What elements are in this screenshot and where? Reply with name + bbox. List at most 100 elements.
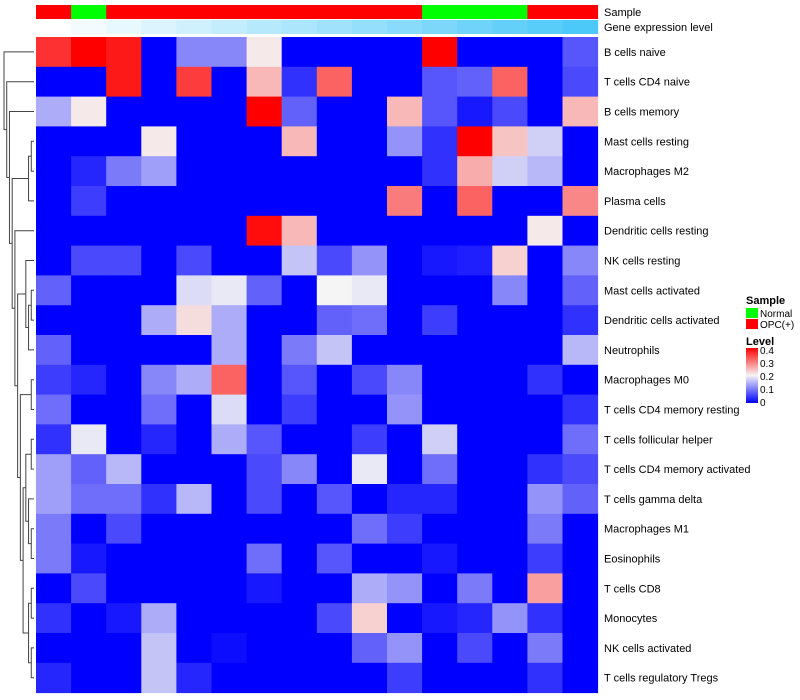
row-label: Macrophages M1 (604, 524, 689, 536)
heatmap-cell (492, 215, 528, 247)
heatmap-cell (106, 37, 142, 68)
gene-annotation-cell (141, 20, 177, 34)
heatmap-cell (246, 603, 283, 634)
heatmap-cell (36, 662, 72, 694)
heatmap-cell (387, 424, 423, 455)
heatmap-cell (422, 543, 458, 574)
legend-item-normal: Normal (760, 309, 792, 320)
row-label: T cells follicular helper (604, 434, 713, 446)
heatmap-cell (106, 424, 142, 455)
heatmap-cell (316, 37, 353, 68)
row-label: Plasma cells (604, 196, 666, 208)
heatmap-cell (246, 96, 283, 127)
heatmap-cell (387, 662, 423, 694)
heatmap-cell (492, 245, 528, 276)
heatmap-cell (351, 37, 388, 68)
heatmap-cell (387, 186, 423, 217)
dendrogram-branch (28, 602, 32, 664)
dendrogram-branch (30, 647, 34, 679)
heatmap-cell (141, 186, 177, 217)
row-label: Macrophages M0 (604, 375, 689, 387)
heatmap-cell (106, 335, 142, 366)
heatmap-cell (246, 275, 283, 306)
dendrogram-branch (28, 498, 34, 545)
sample-annotation-cell (176, 5, 212, 19)
legend: Sample Normal OPC(+) Level 0.4 0.3 0.2 0.1 0 (746, 295, 794, 409)
heatmap-cell (106, 484, 142, 515)
sample-annotation-cell (351, 5, 388, 19)
heatmap-cell (176, 305, 212, 336)
heatmap-cell (351, 215, 388, 247)
heatmap-cell (281, 245, 318, 276)
heatmap-cell (562, 543, 599, 574)
sample-annotation-cell (316, 5, 353, 19)
heatmap-cell (316, 662, 353, 694)
heatmap-cell (141, 335, 177, 366)
heatmap-cell (316, 186, 353, 217)
heatmap-cell (211, 662, 248, 694)
heatmap-cell (527, 245, 563, 276)
heatmap-cell (71, 66, 107, 98)
dendrogram-branch (30, 379, 34, 410)
heatmap-cell (387, 543, 423, 574)
heatmap-cell (422, 603, 458, 634)
heatmap-cell (351, 156, 388, 187)
heatmap-cell (316, 245, 353, 276)
heatmap-cell (106, 662, 142, 694)
heatmap-cell (422, 633, 458, 664)
heatmap-cell (351, 66, 388, 98)
heatmap-cell (211, 603, 248, 634)
heatmap-cell (106, 454, 142, 485)
dendrogram-branch (6, 81, 34, 178)
heatmap-cell (281, 543, 318, 574)
heatmap-cell (422, 424, 458, 455)
heatmap-cell (176, 454, 212, 485)
heatmap-cell (457, 573, 493, 604)
row-label: NK cells resting (604, 256, 680, 268)
heatmap-cell (457, 454, 493, 485)
heatmap-cell (246, 394, 283, 425)
heatmap-cell (36, 424, 72, 455)
heatmap-cell (141, 484, 177, 515)
sample-annotation-cell (457, 5, 493, 19)
heatmap-cell (527, 662, 563, 694)
heatmap-cell (351, 543, 388, 574)
heatmap-cell (71, 603, 107, 634)
heatmap-cell (422, 245, 458, 276)
heatmap-cell (316, 126, 353, 157)
heatmap-cells (36, 37, 599, 694)
heatmap-cell (316, 394, 353, 425)
heatmap-cell (36, 484, 72, 515)
heatmap-cell (36, 156, 72, 187)
heatmap-cell (71, 573, 107, 604)
heatmap-cell (141, 454, 177, 485)
heatmap-cell (176, 662, 212, 694)
heatmap-cell (316, 364, 353, 396)
heatmap-cell (246, 245, 283, 276)
heatmap-cell (281, 484, 318, 515)
heatmap-cell (422, 454, 458, 485)
heatmap-cell (246, 335, 283, 366)
heatmap-cell (106, 394, 142, 425)
heatmap-cell (457, 245, 493, 276)
heatmap-cell (71, 394, 107, 425)
heatmap-cell (422, 573, 458, 604)
heatmap-cell (492, 484, 528, 515)
dendrogram-branch (30, 438, 34, 470)
heatmap-cell (211, 126, 248, 157)
legend-level-title: Level (746, 336, 774, 348)
heatmap-cell (106, 96, 142, 127)
heatmap-cell (71, 543, 107, 574)
heatmap-cell (387, 484, 423, 515)
heatmap-cell (71, 156, 107, 187)
heatmap-cell (211, 573, 248, 604)
heatmap-cell (246, 424, 283, 455)
heatmap-cell (351, 424, 388, 455)
heatmap-cell (176, 394, 212, 425)
heatmap-cell (492, 156, 528, 187)
heatmap-cell (387, 156, 423, 187)
heatmap-cell (387, 573, 423, 604)
heatmap-cell (36, 275, 72, 306)
heatmap-cell (71, 305, 107, 336)
heatmap-cell (562, 513, 599, 545)
